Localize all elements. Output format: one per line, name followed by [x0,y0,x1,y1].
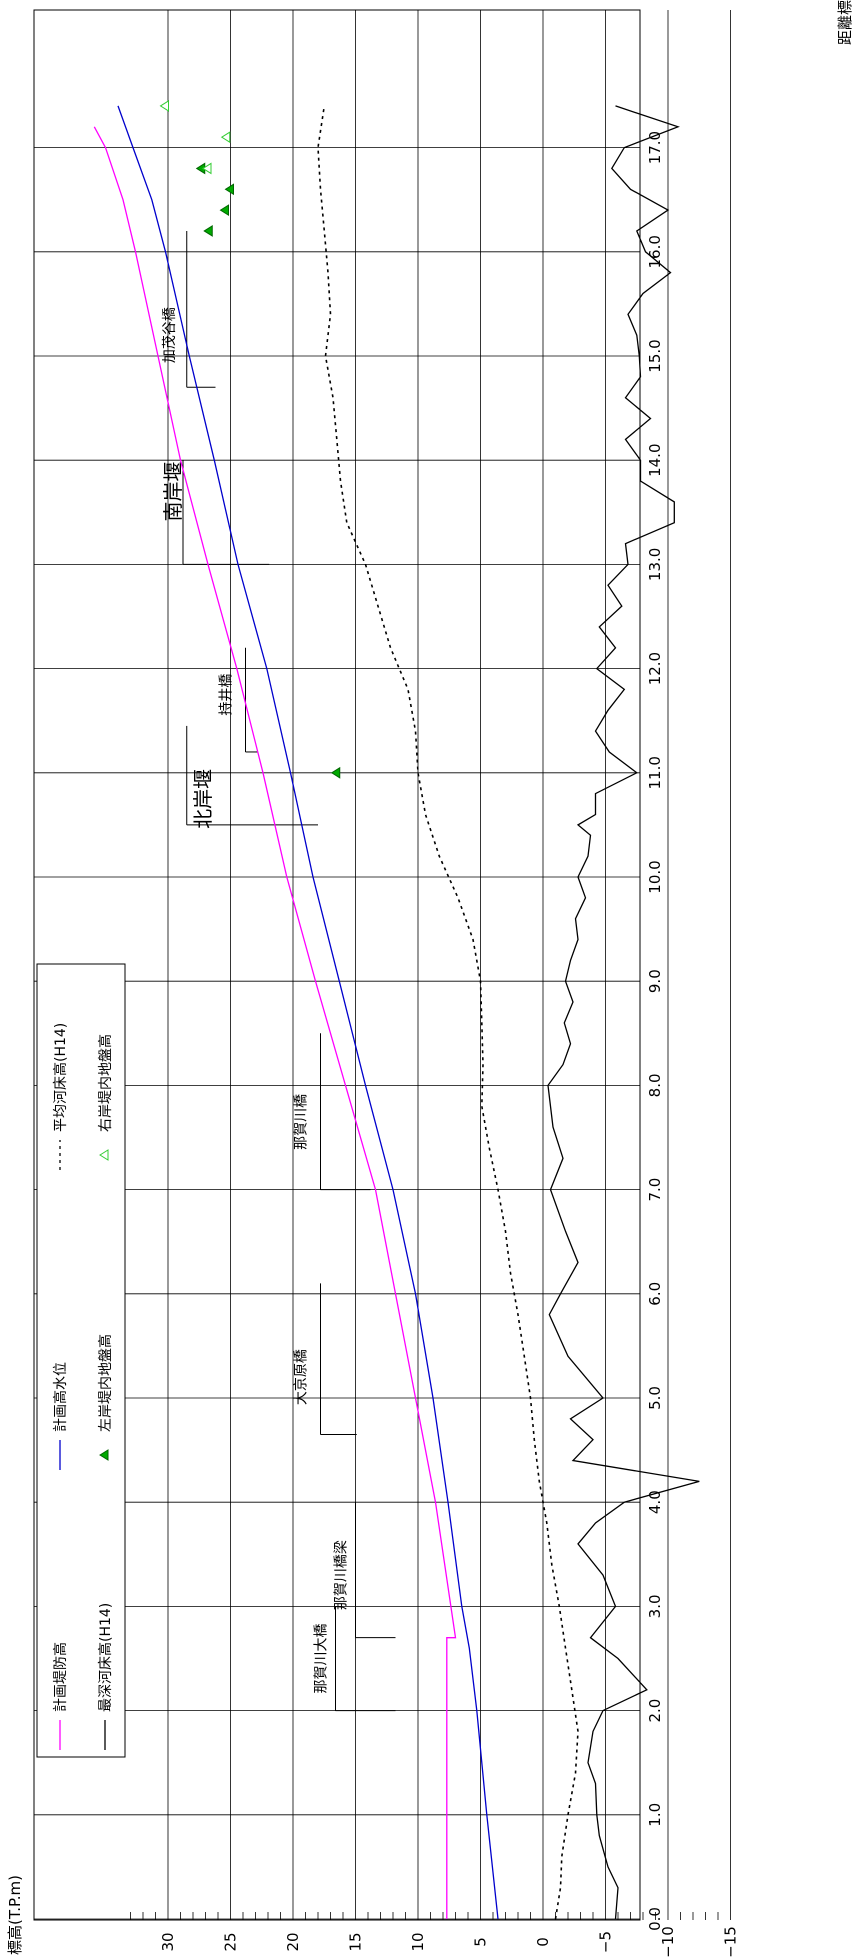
y-tick-label: 25 [222,1932,240,1951]
series-line-0 [93,126,457,1919]
x-tick-label: 9.0 [646,969,664,993]
y-tick-label: 0 [534,1937,552,1947]
legend-label: 計画堤防高 [52,1642,69,1712]
legend: 計画堤防高 計画高水位 平均河床高(H14) 最深河床高(H14) 左岸堤内地盤高右岸堤… [36,963,126,1758]
structure-label: 南岸堰 [161,461,185,521]
legend-label: 左岸堤内地盤高 [97,1334,114,1432]
x-tick-label: 4.0 [646,1490,664,1514]
x-tick-label: 0.0 [646,1907,664,1931]
legend-swatch [99,1149,109,1161]
x-tick-label: 6.0 [646,1282,664,1306]
plot-frame [33,9,641,1921]
y-tick-label: 20 [284,1932,302,1951]
data-series [93,105,700,1920]
structure-label: 那賀川橋 [293,1094,309,1150]
x-tick-label: 1.0 [646,1803,664,1827]
legend-label: 平均河床高(H14) [52,1023,69,1132]
legend-label: 計画高水位 [52,1362,69,1432]
x-tick-label: 2.0 [646,1699,664,1723]
ground-height-marker [220,131,231,144]
y-tick-label: −15 [722,1926,740,1958]
legend-label: 最深河床高(H14) [97,1603,114,1712]
legend-label: 右岸堤内地盤高 [97,1034,114,1132]
structure-label: 持井橋 [218,674,234,716]
ground-height-marker [330,766,341,779]
series-line-1 [117,105,499,1920]
structure-label: 那賀川大橋 [313,1624,329,1694]
series-line-2 [317,105,579,1920]
y-tick-label: 15 [347,1932,365,1951]
y-tick-label: 10 [409,1932,427,1951]
axes: 距離標(km) 標高(T.P.m) [6,0,854,1955]
x-tick-label: 3.0 [646,1594,664,1618]
y-tick-label: 5 [472,1937,490,1947]
ground-height-marker [224,183,234,196]
ground-height-marker [203,225,213,237]
structure-label: 北岸堰 [191,769,215,829]
x-tick-label: 5.0 [646,1386,664,1410]
y-tick-label: −5 [597,1931,615,1953]
x-tick-label: 16.0 [646,235,664,268]
x-tick-label: 7.0 [646,1178,664,1202]
y-tick-label: 30 [159,1932,177,1951]
x-tick-label: 11.0 [646,756,664,789]
x-tick-label: 13.0 [646,548,664,581]
x-tick-label: 14.0 [646,443,664,476]
x-axis-title: 距離標(km) [836,0,854,45]
ground-height-marker [219,204,229,217]
structure-label: 那賀川橋梁 [333,1540,349,1610]
x-tick-label: 10.0 [646,860,664,893]
y-tick-label: −10 [659,1926,677,1958]
y-axis-title: 標高(T.P.m) [6,1875,24,1955]
x-tick-label: 12.0 [646,652,664,685]
series-line-3 [547,105,700,1920]
x-tick-label: 17.0 [646,131,664,164]
ground-height-marker [202,162,212,175]
ground-height-markers [159,100,341,779]
legend-box [36,963,126,1758]
structure-label: 大京原橋 [293,1349,309,1405]
structure-label: 加茂谷橋 [161,307,178,363]
x-tick-label: 15.0 [646,339,664,372]
ground-height-marker [159,100,169,112]
legend-swatch [99,1449,109,1461]
x-tick-label: 8.0 [646,1073,664,1097]
